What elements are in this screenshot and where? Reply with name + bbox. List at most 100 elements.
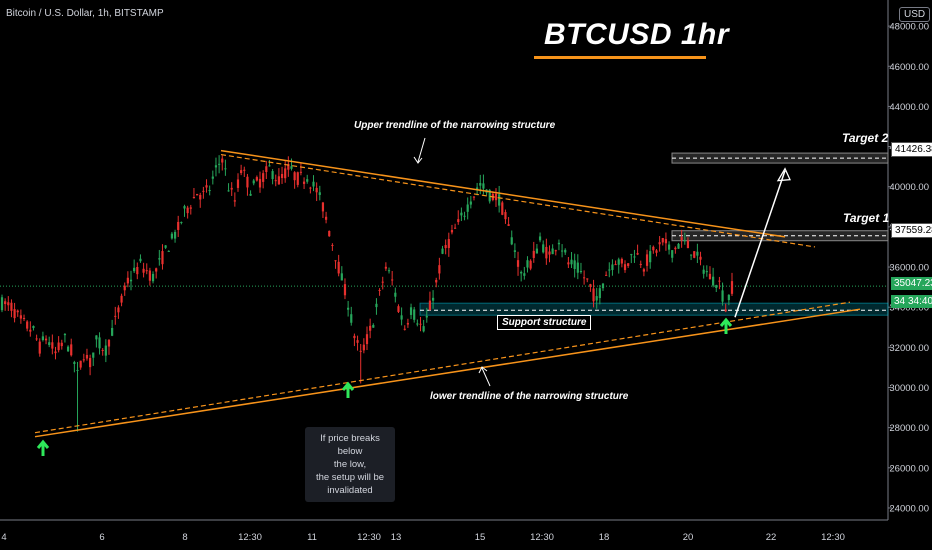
candle-body: [133, 267, 136, 272]
candle-body: [63, 333, 67, 336]
candle-body: [705, 271, 708, 273]
candle-body: [689, 254, 693, 256]
candle-body: [601, 283, 605, 289]
candle-body: [428, 300, 432, 311]
candle-body: [41, 336, 45, 341]
candle-body: [331, 244, 334, 246]
candle-body: [378, 289, 381, 291]
candle-body: [664, 239, 668, 244]
price-axis-tick-label: 34000.00: [889, 303, 929, 314]
candle-body: [372, 325, 375, 328]
candle-body: [677, 243, 680, 249]
time-axis-tick-label: 12:30: [530, 532, 554, 543]
price-axis-tick-label: 40000.00: [889, 182, 929, 193]
candle-body: [318, 192, 321, 195]
candle-body: [494, 193, 498, 201]
candle-body: [507, 224, 510, 226]
candle-body: [730, 281, 734, 294]
support-price-badge: 34: [891, 295, 906, 308]
time-axis-tick-label: 12:30: [357, 532, 381, 543]
candle-body: [296, 172, 299, 185]
candle-body: [573, 260, 576, 270]
time-axis-tick-label: 4: [1, 532, 6, 543]
candle-body: [535, 248, 539, 254]
candle-body: [51, 342, 54, 349]
candle-body: [649, 251, 652, 263]
candle-body: [26, 321, 29, 329]
time-axis-tick-label: 12:30: [238, 532, 262, 543]
price-axis-tick-label: 44000.00: [889, 102, 929, 113]
upper-note-pointer: [417, 137, 426, 163]
candle-body: [655, 250, 658, 253]
candle-body: [161, 251, 164, 265]
candle-body: [614, 264, 617, 266]
time-axis-tick-label: 20: [683, 532, 694, 543]
candle-body: [107, 339, 111, 347]
candle-body: [576, 262, 579, 273]
candle-body: [243, 169, 246, 171]
candle-body: [129, 279, 133, 282]
candle-body: [413, 309, 416, 320]
candle-body: [636, 253, 639, 255]
candle-body: [315, 187, 318, 193]
candle-body: [227, 190, 230, 192]
green-up-arrow-head: [719, 317, 733, 327]
candle-body: [589, 284, 592, 287]
candle-body: [211, 176, 214, 179]
invalidation-line: invalidated: [327, 485, 373, 496]
candle-body: [221, 158, 224, 163]
time-axis-tick-label: 18: [599, 532, 610, 543]
candle-body: [126, 277, 129, 284]
candle-body: [38, 341, 41, 354]
candle-body: [400, 315, 403, 320]
candle-body: [454, 227, 457, 229]
price-axis-tick-label: 32000.00: [889, 343, 929, 354]
candle-body: [472, 196, 476, 198]
candle-body: [671, 250, 674, 258]
candle-body: [343, 284, 347, 296]
candle-body: [60, 342, 63, 347]
candle-body: [328, 230, 331, 237]
lower-trendline-dashed: [34, 301, 851, 434]
candle-body: [258, 178, 262, 188]
candle-body: [214, 165, 218, 168]
candle-body: [586, 278, 589, 280]
candle-body: [48, 342, 51, 346]
candle-body: [167, 250, 170, 252]
candle-body: [545, 246, 548, 259]
candle-body: [246, 176, 249, 188]
candle-body: [111, 327, 114, 336]
candle-body: [441, 248, 444, 254]
candle-body: [488, 189, 491, 202]
candle-body: [564, 249, 567, 253]
candle-body: [460, 212, 463, 216]
candle-body: [274, 180, 277, 182]
candle-body: [4, 301, 7, 305]
lower-note-pointer: [481, 367, 491, 387]
candle-body: [548, 251, 551, 255]
candle-body: [620, 258, 623, 264]
price-axis-tick-label: 36000.00: [889, 263, 929, 274]
candle-body: [321, 202, 325, 212]
candle-body: [403, 328, 406, 330]
candle-body: [476, 187, 479, 191]
candle-body: [611, 264, 614, 270]
candle-body: [498, 194, 501, 206]
support-zone: [419, 302, 889, 316]
candle-body: [551, 248, 554, 255]
candle-body: [173, 231, 177, 239]
symbol-title: Bitcoin / U.S. Dollar, 1h, BITSTAMP: [6, 8, 164, 19]
candle-body: [623, 264, 627, 271]
candle-body: [523, 273, 526, 276]
candle-body: [526, 260, 529, 268]
candle-body: [54, 351, 57, 354]
candle-body: [268, 165, 271, 167]
currency-button[interactable]: USD: [899, 7, 931, 22]
candle-body: [702, 269, 705, 274]
candle-body: [114, 315, 117, 317]
candle-body: [431, 297, 435, 301]
upper-trendline: [220, 149, 786, 238]
candle-body: [233, 200, 236, 202]
